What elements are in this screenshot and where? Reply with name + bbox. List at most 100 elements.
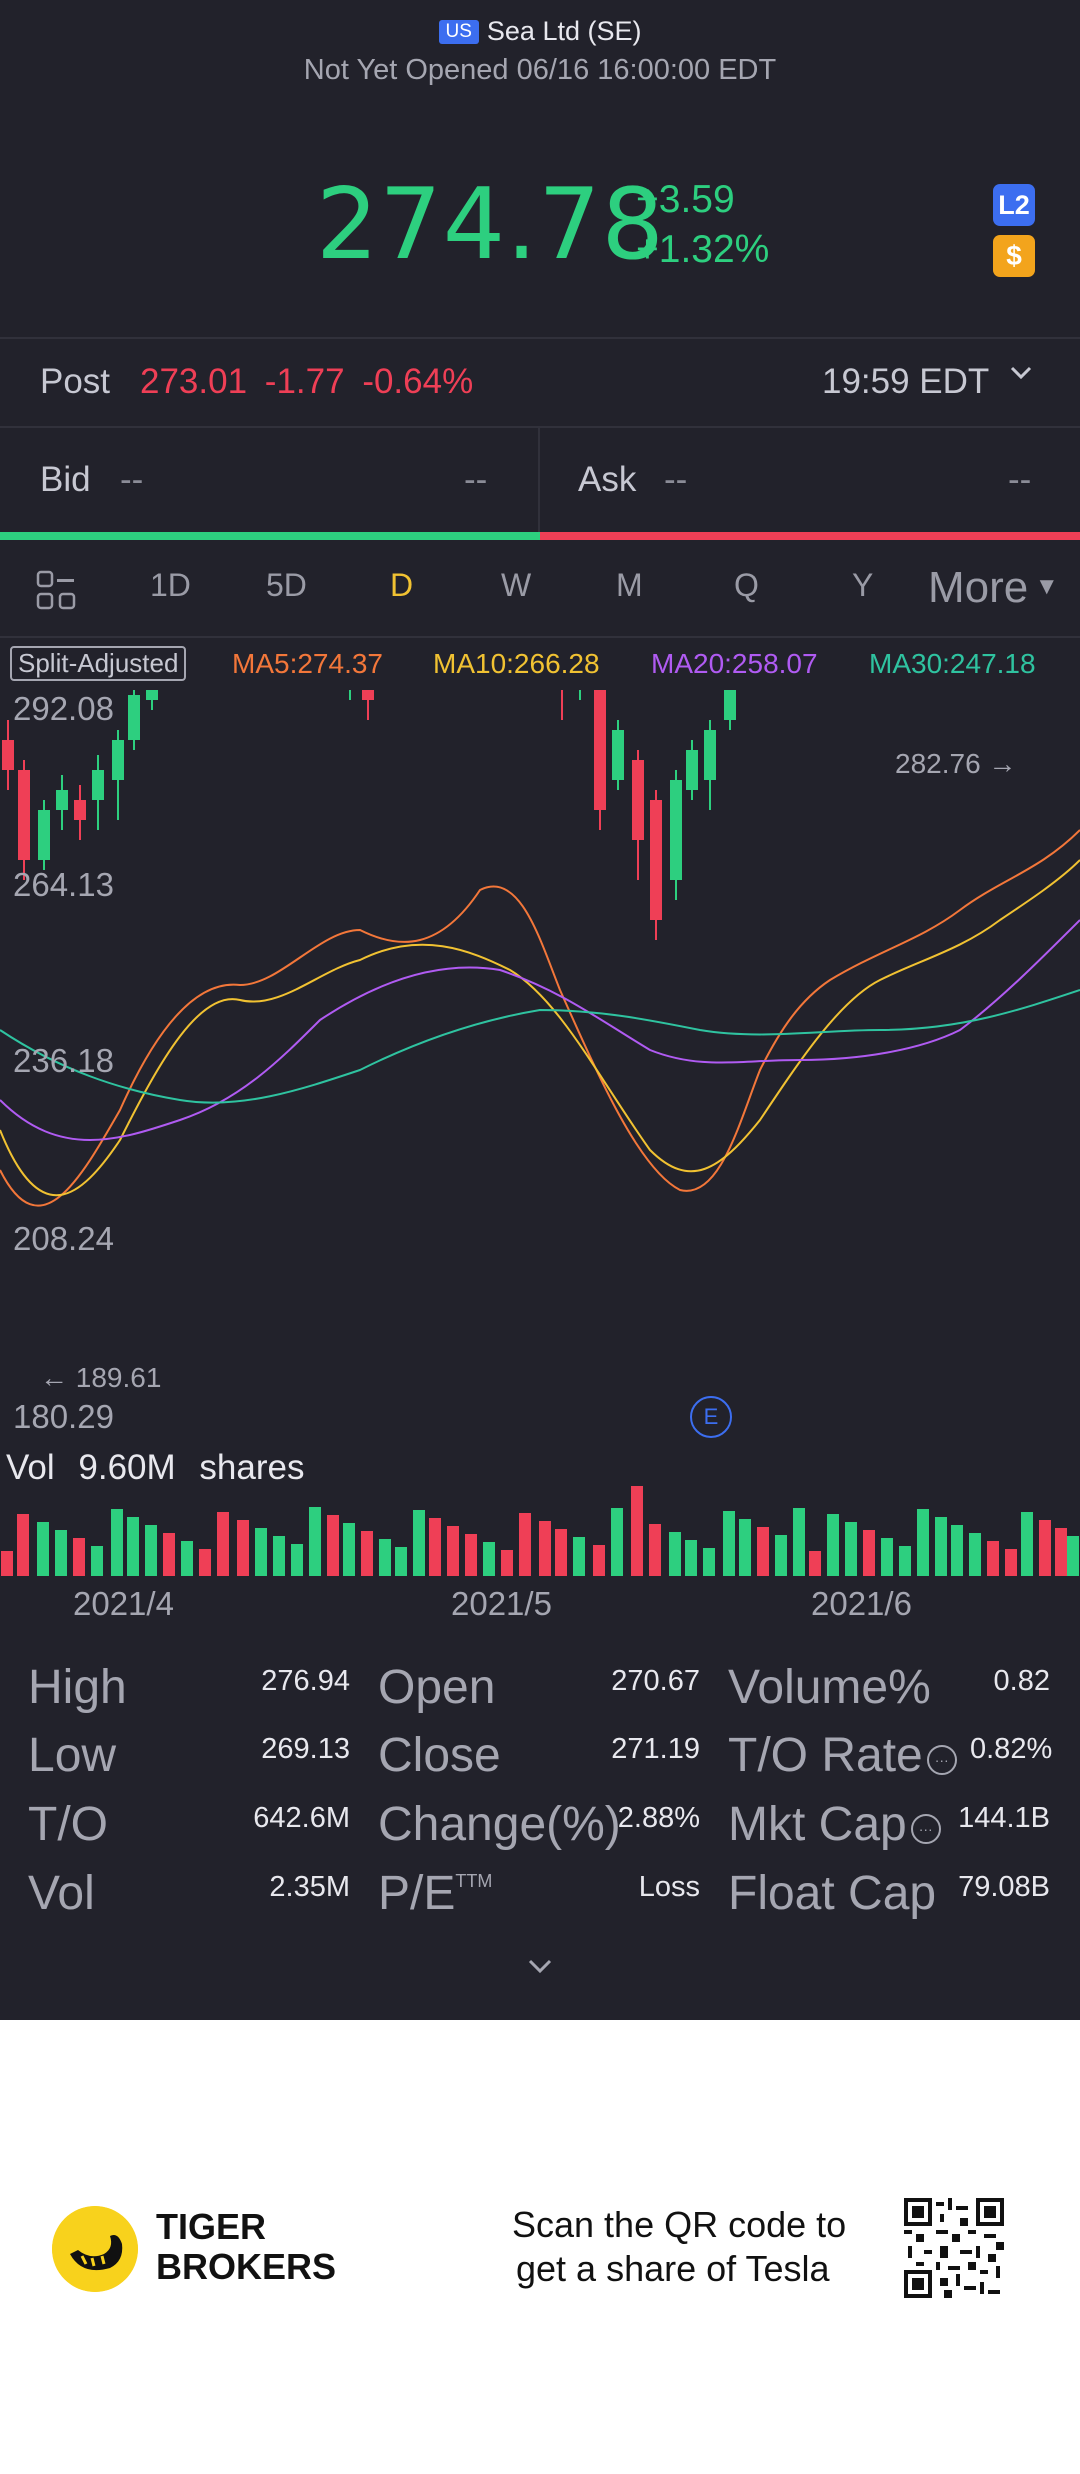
volume-bar	[273, 1536, 285, 1576]
brand-line-2: BROKERS	[156, 2246, 337, 2287]
y-axis-tick: 236.18	[13, 1042, 114, 1079]
ask-size: --	[1008, 460, 1032, 499]
divider	[538, 428, 540, 536]
volume-bar	[685, 1540, 697, 1576]
pe-label: P/E	[378, 1867, 456, 1920]
stat-label-turnover: T/O	[28, 1798, 108, 1851]
ma30-line	[0, 989, 1080, 1104]
ma5-line	[0, 829, 1080, 1207]
candlestick-chart[interactable]	[0, 690, 1080, 1420]
volume-bar	[17, 1514, 29, 1576]
split-adjusted-toggle[interactable]: Split-Adjusted	[10, 646, 187, 681]
brand-line-1: TIGER	[156, 2206, 267, 2247]
volume-bar	[447, 1526, 459, 1576]
promo-line-1: Scan the QR code to	[512, 2204, 847, 2245]
dollar-icon[interactable]: $	[993, 235, 1035, 277]
candle-body	[362, 690, 374, 700]
divider	[0, 337, 1080, 339]
stat-label-volume-ratio: Volume%	[728, 1661, 931, 1714]
tab-1d[interactable]: 1D	[150, 567, 191, 603]
volume-bar	[631, 1486, 643, 1576]
stat-value-open: 270.67	[611, 1665, 700, 1697]
tab-d[interactable]: D	[390, 567, 414, 603]
caret-down-icon: ▼	[1028, 573, 1059, 600]
volume-chart[interactable]	[0, 1480, 1080, 1576]
market-badge: US	[438, 20, 479, 44]
tab-w[interactable]: W	[501, 567, 532, 603]
volume-bar	[217, 1512, 229, 1576]
volume-bar	[37, 1522, 49, 1576]
volume-bar	[845, 1522, 857, 1576]
stat-value-vol: 2.35M	[269, 1871, 350, 1903]
expand-chevron-icon[interactable]	[526, 1950, 554, 1984]
pe-ttm-label: TTM	[455, 1871, 493, 1891]
volume-bar	[127, 1517, 139, 1576]
stat-value-volume-ratio: 0.82	[993, 1665, 1050, 1697]
candle-body	[650, 800, 662, 920]
volume-bar	[309, 1507, 321, 1576]
grid-icon[interactable]	[36, 570, 76, 610]
stat-value-turnover: 642.6M	[253, 1802, 350, 1834]
volume-bar	[863, 1530, 875, 1576]
volume-bar	[395, 1547, 407, 1576]
stat-label-pe: P/ETTM	[378, 1866, 492, 1921]
level2-icon[interactable]: L2	[993, 184, 1035, 226]
earnings-marker[interactable]: E	[690, 1396, 732, 1438]
candle-body	[18, 770, 30, 860]
candle-body	[128, 695, 140, 740]
tab-5d[interactable]: 5D	[266, 567, 307, 603]
volume-bar	[917, 1509, 929, 1576]
tab-m[interactable]: M	[616, 567, 643, 603]
volume-bar	[163, 1533, 175, 1576]
more-label: More	[928, 563, 1029, 612]
stat-value-high: 276.94	[261, 1665, 350, 1697]
volume-bar	[237, 1520, 249, 1576]
candle-body	[2, 740, 14, 770]
stat-label-turnover-rate: T/O Rate ···	[728, 1728, 957, 1783]
candle-body	[56, 790, 68, 810]
bid-price: --	[120, 460, 144, 499]
volume-bar	[555, 1529, 567, 1576]
ask-label: Ask	[578, 460, 637, 499]
info-icon[interactable]: ···	[910, 1814, 941, 1844]
candle-body	[38, 810, 50, 860]
chevron-down-icon[interactable]	[1008, 360, 1034, 394]
candle-body	[112, 740, 124, 780]
volume-bar	[111, 1509, 123, 1576]
post-market-price: 273.01	[140, 362, 248, 401]
bid-strength-bar	[0, 532, 540, 540]
indicator-row: Split-Adjusted MA5:274.37 MA10:266.28 MA…	[0, 644, 1080, 684]
stat-value-float-cap: 79.08B	[958, 1871, 1050, 1903]
turnover-rate-label: T/O Rate	[728, 1729, 923, 1782]
candle-body	[632, 760, 644, 840]
info-icon[interactable]: ···	[926, 1745, 957, 1775]
tiger-logo	[52, 2206, 138, 2292]
ma5-value: MA5:274.37	[232, 648, 383, 679]
candle-body	[670, 780, 682, 880]
stat-label-float-cap: Float Cap	[728, 1867, 937, 1920]
volume-bar	[465, 1534, 477, 1576]
market-status: Not Yet Opened 06/16 16:00:00 EDT	[303, 54, 777, 86]
volume-bar	[1039, 1520, 1051, 1576]
stat-label-vol: Vol	[28, 1867, 95, 1920]
post-market-change: -1.77	[264, 362, 345, 401]
volume-bar	[255, 1528, 267, 1576]
tab-q[interactable]: Q	[734, 567, 759, 603]
volume-bar	[361, 1531, 373, 1576]
volume-bar	[951, 1525, 963, 1576]
ma-lines	[0, 829, 1080, 1207]
stat-value-market-cap: 144.1B	[958, 1802, 1050, 1834]
y-axis-tick: 292.08	[13, 690, 114, 727]
stat-label-change: Change(%)	[378, 1798, 621, 1851]
more-button[interactable]: More ▼	[928, 563, 1059, 613]
volume-bar	[91, 1546, 103, 1576]
volume-value: 9.60M shares	[78, 1448, 305, 1487]
stat-value-close: 271.19	[611, 1733, 700, 1765]
qr-code	[904, 2198, 1004, 2298]
volume-bar	[827, 1514, 839, 1576]
post-market-values: 273.01 -1.77 -0.64%	[140, 362, 473, 402]
candle-body	[92, 770, 104, 800]
post-market-change-percent: -0.64%	[362, 362, 474, 401]
candle-body	[74, 800, 86, 820]
tab-y[interactable]: Y	[852, 567, 874, 603]
